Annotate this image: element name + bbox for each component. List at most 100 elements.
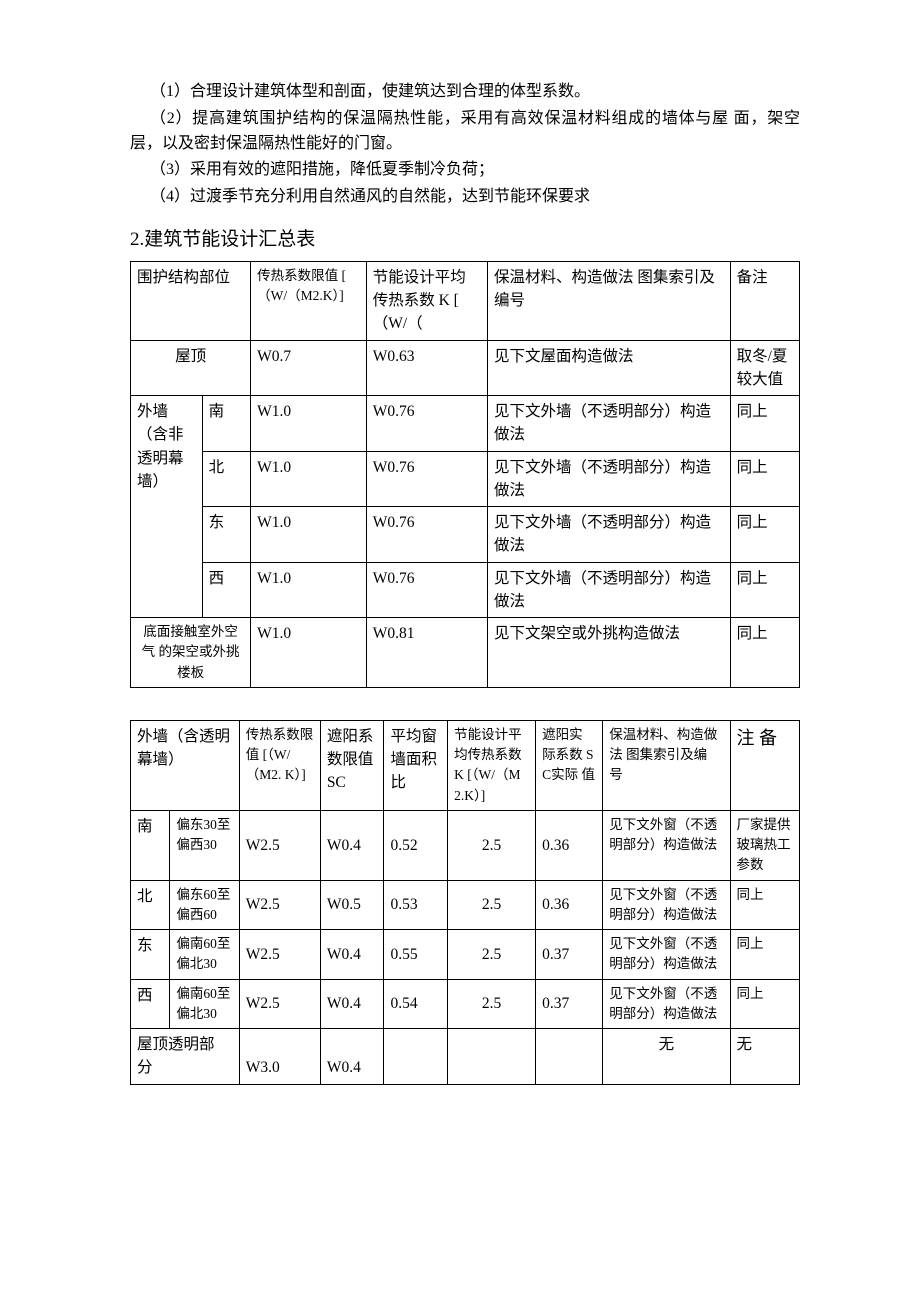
paragraph-2: （2）提高建筑围护结构的保温隔热性能，采用有高效保温材料组成的墙体与屋 面，架空… (130, 107, 800, 157)
cell: W0.5 (320, 880, 384, 930)
cell: 厂家提供玻璃热工参数 (730, 810, 799, 880)
cell-floor: 底面接触室外空气 的架空或外挑楼板 (131, 618, 251, 688)
cell: 0.36 (536, 810, 603, 880)
cell: 见下文外窗（不透明部分）构造做法 (603, 930, 730, 980)
th-limit: 传热系数限值 [ （W/（M2.K）] (251, 261, 367, 340)
cell: 同上 (730, 562, 799, 618)
table-row: 外墙（含透明幕墙） 传热系数限值 [（W/（M2. K）] 遮阳系数限值 SC … (131, 720, 800, 810)
th-design-k: 节能设计平均传热系数 K [ （W/（ (366, 261, 487, 340)
cell: 0.55 (384, 930, 448, 980)
cell: W3.0 (239, 1029, 320, 1085)
cell (384, 1029, 448, 1085)
cell (448, 1029, 536, 1085)
th-remark: 注 备 (730, 720, 799, 810)
cell: W1.0 (251, 618, 367, 688)
table-row: 外墙（含非透明幕墙） 南 W1.0 W0.76 见下文外墙（不透明部分）构造做法… (131, 396, 800, 452)
cell: W0.76 (366, 507, 487, 563)
cell: 0.37 (536, 979, 603, 1029)
cell: W0.63 (366, 340, 487, 396)
cell: W1.0 (251, 562, 367, 618)
cell: W1.0 (251, 451, 367, 507)
cell: 同上 (730, 880, 799, 930)
cell-dir: 东 (131, 930, 170, 980)
table-row: 东 W1.0 W0.76 见下文外墙（不透明部分）构造做法 同上 (131, 507, 800, 563)
cell: 0.52 (384, 810, 448, 880)
cell-range: 偏东30至偏西30 (170, 810, 239, 880)
cell: 见下文外窗（不透明部分）构造做法 (603, 979, 730, 1029)
table-row: 屋顶 W0.7 W0.63 见下文屋面构造做法 取冬/夏较大值 (131, 340, 800, 396)
cell: W0.76 (366, 396, 487, 452)
table-row: 西 W1.0 W0.76 见下文外墙（不透明部分）构造做法 同上 (131, 562, 800, 618)
cell: 见下文架空或外挑构造做法 (488, 618, 731, 688)
summary-table-1: 围护结构部位 传热系数限值 [ （W/（M2.K）] 节能设计平均传热系数 K … (130, 261, 800, 688)
th-component: 围护结构部位 (131, 261, 251, 340)
cell-range: 偏东60至偏西60 (170, 880, 239, 930)
cell: 0.36 (536, 880, 603, 930)
cell: 无 (603, 1029, 730, 1085)
cell: 2.5 (448, 930, 536, 980)
cell: 0.37 (536, 930, 603, 980)
th-material: 保温材料、构造做法 图集索引及编号 (488, 261, 731, 340)
cell: 同上 (730, 507, 799, 563)
cell-dir: 北 (202, 451, 251, 507)
cell: W2.5 (239, 930, 320, 980)
table-row: 围护结构部位 传热系数限值 [ （W/（M2.K）] 节能设计平均传热系数 K … (131, 261, 800, 340)
cell: W1.0 (251, 507, 367, 563)
cell (536, 1029, 603, 1085)
cell: 2.5 (448, 979, 536, 1029)
cell: W0.4 (320, 979, 384, 1029)
cell: W0.4 (320, 930, 384, 980)
th-limit: 传热系数限值 [（W/（M2. K）] (239, 720, 320, 810)
th-sc-actual: 遮阳实 际系数 SC实际 值 (536, 720, 603, 810)
cell-wall-group: 外墙（含非透明幕墙） (131, 396, 203, 618)
cell-dir: 南 (131, 810, 170, 880)
th-material: 保温材料、构造做法 图集索引及编 号 (603, 720, 730, 810)
cell-roof-trans: 屋顶透明部 分 (131, 1029, 240, 1085)
table-row: 屋顶透明部 分 W3.0 W0.4 无 无 (131, 1029, 800, 1085)
th-wall-trans: 外墙（含透明幕墙） (131, 720, 240, 810)
cell: W0.76 (366, 562, 487, 618)
cell: 同上 (730, 451, 799, 507)
cell-dir: 西 (131, 979, 170, 1029)
table-row: 底面接触室外空气 的架空或外挑楼板 W1.0 W0.81 见下文架空或外挑构造做… (131, 618, 800, 688)
cell: 取冬/夏较大值 (730, 340, 799, 396)
cell: W2.5 (239, 979, 320, 1029)
paragraph-3: （3）采用有效的遮阳措施，降低夏季制冷负荷； (150, 158, 800, 183)
cell: 0.54 (384, 979, 448, 1029)
cell: W0.76 (366, 451, 487, 507)
table-row: 西 偏南60至偏北30 W2.5 W0.4 0.54 2.5 0.37 见下文外… (131, 979, 800, 1029)
cell-dir: 东 (202, 507, 251, 563)
cell: 见下文外窗（不透明部分）构造做法 (603, 880, 730, 930)
th-sc: 遮阳系数限值 SC (320, 720, 384, 810)
paragraph-4: （4）过渡季节充分利用自然通风的自然能，达到节能环保要求 (150, 185, 800, 210)
cell: 同上 (730, 618, 799, 688)
cell-range: 偏南60至偏北30 (170, 930, 239, 980)
cell: 见下文外窗（不透明部分）构造做法 (603, 810, 730, 880)
cell: 同上 (730, 930, 799, 980)
cell: 无 (730, 1029, 799, 1085)
paragraph-1: （1）合理设计建筑体型和剖面，使建筑达到合理的体型系数。 (150, 80, 800, 105)
th-ratio: 平均窗墙面积比 (384, 720, 448, 810)
table-row: 北 偏东60至偏西60 W2.5 W0.5 0.53 2.5 0.36 见下文外… (131, 880, 800, 930)
cell: 2.5 (448, 810, 536, 880)
cell: W1.0 (251, 396, 367, 452)
th-design-k: 节能设计平 均传热系数 K [（W/（M2.K）] (448, 720, 536, 810)
cell-dir: 西 (202, 562, 251, 618)
cell: W0.7 (251, 340, 367, 396)
cell: 2.5 (448, 880, 536, 930)
cell: W0.4 (320, 1029, 384, 1085)
cell-dir: 北 (131, 880, 170, 930)
cell: W0.4 (320, 810, 384, 880)
cell: 同上 (730, 979, 799, 1029)
cell: W2.5 (239, 810, 320, 880)
cell-dir: 南 (202, 396, 251, 452)
cell: 同上 (730, 396, 799, 452)
cell-range: 偏南60至偏北30 (170, 979, 239, 1029)
cell: W2.5 (239, 880, 320, 930)
cell: 见下文外墙（不透明部分）构造做法 (488, 451, 731, 507)
cell: 见下文屋面构造做法 (488, 340, 731, 396)
th-remark: 备注 (730, 261, 799, 340)
section-heading: 2.建筑节能设计汇总表 (130, 224, 800, 251)
table-row: 东 偏南60至偏北30 W2.5 W0.4 0.55 2.5 0.37 见下文外… (131, 930, 800, 980)
cell: 见下文外墙（不透明部分）构造做法 (488, 562, 731, 618)
